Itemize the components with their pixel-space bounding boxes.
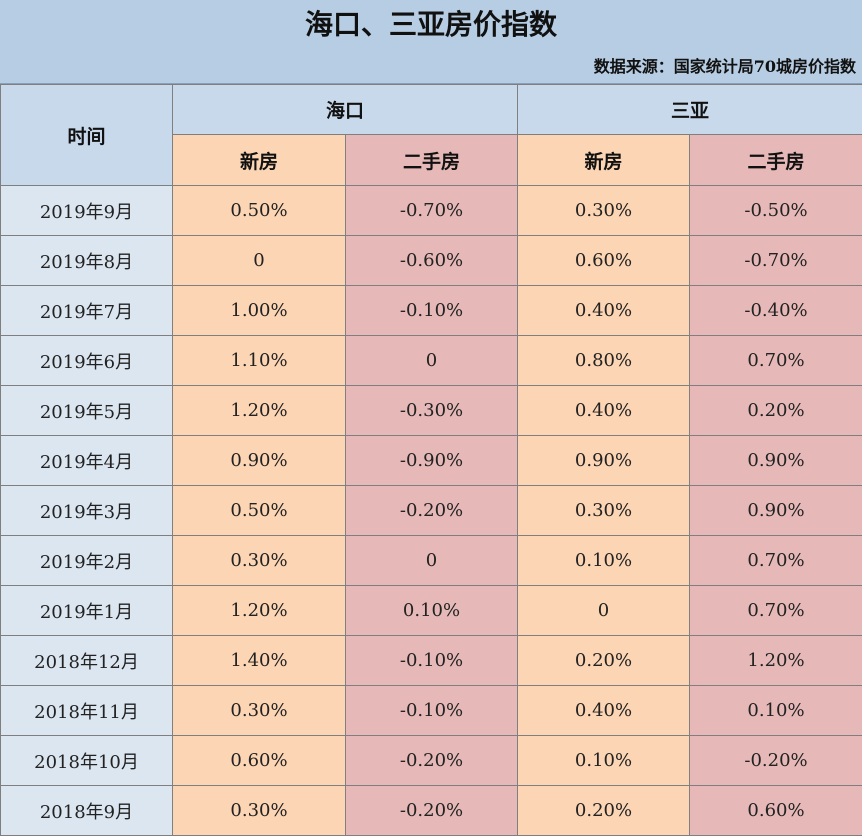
sanya-second-hand-cell: 0.70% xyxy=(689,585,862,636)
sanya-new-house-cell: 0.40% xyxy=(517,285,691,336)
haikou-second-hand-cell: -0.10% xyxy=(344,285,519,336)
table-row: 2019年6月 1.10% 0 0.80% 0.70% xyxy=(0,335,862,386)
haikou-new-house-cell: 0.50% xyxy=(172,485,346,536)
haikou-second-hand-cell: 0 xyxy=(344,335,519,386)
title-banner: 海口、三亚房价指数 数据来源：国家统计局70城房价指数 xyxy=(0,0,862,84)
time-cell: 2018年11月 xyxy=(0,685,173,736)
haikou-new-house-cell: 0.90% xyxy=(172,435,346,486)
time-cell: 2019年4月 xyxy=(0,435,173,486)
table-row: 2018年12月 1.40% -0.10% 0.20% 1.20% xyxy=(0,635,862,686)
sanya-new-house-cell: 0.80% xyxy=(517,335,691,386)
time-cell: 2019年2月 xyxy=(0,535,173,586)
haikou-new-house-cell: 1.40% xyxy=(172,635,346,686)
sanya-new-house-cell: 0.40% xyxy=(517,685,691,736)
sanya-second-hand-cell: -0.70% xyxy=(689,235,862,286)
table-row: 2019年8月 0 -0.60% 0.60% -0.70% xyxy=(0,235,862,286)
haikou-second-hand-cell: -0.20% xyxy=(344,735,519,786)
haikou-second-hand-header: 二手房 xyxy=(344,134,519,186)
sanya-second-hand-cell: -0.20% xyxy=(689,735,862,786)
haikou-new-house-cell: 0.50% xyxy=(172,185,346,236)
city-header-haikou: 海口 xyxy=(171,84,519,135)
city-header-sanya: 三亚 xyxy=(517,84,862,135)
sanya-new-house-cell: 0.10% xyxy=(517,535,691,586)
haikou-second-hand-cell: -0.20% xyxy=(344,485,519,536)
sanya-second-hand-cell: 1.20% xyxy=(689,635,862,686)
haikou-second-hand-cell: -0.70% xyxy=(344,185,519,236)
time-cell: 2019年9月 xyxy=(0,185,173,236)
haikou-second-hand-cell: 0 xyxy=(344,535,519,586)
table-row: 2018年10月 0.60% -0.20% 0.10% -0.20% xyxy=(0,735,862,786)
haikou-new-house-cell: 1.10% xyxy=(172,335,346,386)
table-row: 2019年4月 0.90% -0.90% 0.90% 0.90% xyxy=(0,435,862,486)
table-row: 2018年9月 0.30% -0.20% 0.20% 0.60% xyxy=(0,785,862,836)
sanya-second-hand-cell: -0.50% xyxy=(689,185,862,236)
haikou-new-house-cell: 0.30% xyxy=(172,785,346,836)
sanya-second-hand-header: 二手房 xyxy=(689,134,862,186)
time-cell: 2019年7月 xyxy=(0,285,173,336)
time-cell: 2018年10月 xyxy=(0,735,173,786)
time-cell: 2019年8月 xyxy=(0,235,173,286)
table-row: 2019年2月 0.30% 0 0.10% 0.70% xyxy=(0,535,862,586)
haikou-new-house-cell: 1.20% xyxy=(172,585,346,636)
table-body: 2019年9月 0.50% -0.70% 0.30% -0.50% 2019年8月 0 -0.… xyxy=(0,185,862,836)
sanya-second-hand-cell: 0.90% xyxy=(689,485,862,536)
haikou-second-hand-cell: -0.90% xyxy=(344,435,519,486)
table-row: 2019年1月 1.20% 0.10% 0 0.70% xyxy=(0,585,862,636)
page-title: 海口、三亚房价指数 xyxy=(304,8,557,41)
price-index-table: 时间 海口 三亚 新房 二手房 新房 二手房 2019年9月 0.50% -0.70… xyxy=(0,84,862,836)
haikou-new-house-cell: 1.00% xyxy=(172,285,346,336)
haikou-new-house-cell: 0.30% xyxy=(172,535,346,586)
time-cell: 2019年6月 xyxy=(0,335,173,386)
table-row: 2019年3月 0.50% -0.20% 0.30% 0.90% xyxy=(0,485,862,536)
haikou-second-hand-cell: -0.30% xyxy=(344,385,519,436)
time-cell: 2019年5月 xyxy=(0,385,173,436)
sanya-new-house-cell: 0.60% xyxy=(517,235,691,286)
time-cell: 2019年3月 xyxy=(0,485,173,536)
haikou-second-hand-cell: 0.10% xyxy=(344,585,519,636)
data-source-note: 数据来源：国家统计局70城房价指数 xyxy=(593,57,856,76)
time-cell: 2018年9月 xyxy=(0,785,173,836)
haikou-new-house-cell: 0.60% xyxy=(172,735,346,786)
haikou-new-house-cell: 1.20% xyxy=(172,385,346,436)
sanya-second-hand-cell: 0.60% xyxy=(689,785,862,836)
haikou-second-hand-cell: -0.10% xyxy=(344,635,519,686)
sanya-second-hand-cell: 0.20% xyxy=(689,385,862,436)
table-row: 2018年11月 0.30% -0.10% 0.40% 0.10% xyxy=(0,685,862,736)
time-cell: 2018年12月 xyxy=(0,635,173,686)
table-row: 2019年5月 1.20% -0.30% 0.40% 0.20% xyxy=(0,385,862,436)
sanya-second-hand-cell: 0.70% xyxy=(689,335,862,386)
sanya-new-house-cell: 0.30% xyxy=(517,185,691,236)
time-column-header: 时间 xyxy=(0,84,173,186)
table-row: 2019年9月 0.50% -0.70% 0.30% -0.50% xyxy=(0,185,862,236)
sanya-new-house-cell: 0.90% xyxy=(517,435,691,486)
haikou-second-hand-cell: -0.10% xyxy=(344,685,519,736)
table-row: 2019年7月 1.00% -0.10% 0.40% -0.40% xyxy=(0,285,862,336)
sanya-new-house-cell: 0.40% xyxy=(517,385,691,436)
haikou-new-house-cell: 0 xyxy=(172,235,346,286)
haikou-new-house-cell: 0.30% xyxy=(172,685,346,736)
haikou-second-hand-cell: -0.60% xyxy=(344,235,519,286)
sanya-second-hand-cell: -0.40% xyxy=(689,285,862,336)
sanya-new-house-cell: 0.20% xyxy=(517,785,691,836)
haikou-new-house-header: 新房 xyxy=(172,134,346,186)
sanya-new-house-cell: 0.20% xyxy=(517,635,691,686)
sanya-second-hand-cell: 0.70% xyxy=(689,535,862,586)
sanya-new-house-cell: 0.10% xyxy=(517,735,691,786)
sanya-second-hand-cell: 0.10% xyxy=(689,685,862,736)
sanya-new-house-header: 新房 xyxy=(517,134,691,186)
sanya-second-hand-cell: 0.90% xyxy=(689,435,862,486)
sanya-new-house-cell: 0.30% xyxy=(517,485,691,536)
time-cell: 2019年1月 xyxy=(0,585,173,636)
sanya-new-house-cell: 0 xyxy=(517,585,691,636)
haikou-second-hand-cell: -0.20% xyxy=(344,785,519,836)
